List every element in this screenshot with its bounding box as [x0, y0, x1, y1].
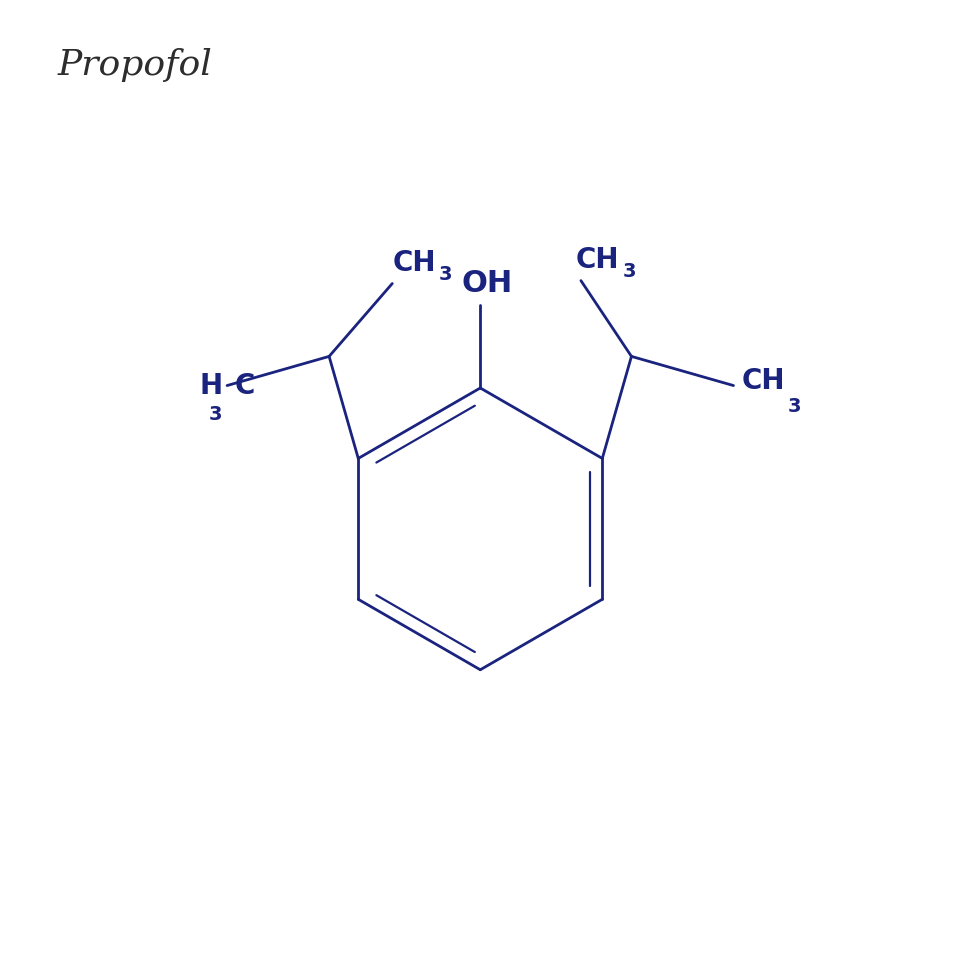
Text: 3: 3 [209, 405, 222, 424]
Text: 3: 3 [622, 262, 636, 280]
Text: 3: 3 [439, 265, 453, 283]
Text: H: H [199, 371, 222, 400]
Text: C: C [235, 371, 255, 400]
Text: CH: CH [741, 367, 785, 395]
Text: Propofol: Propofol [58, 48, 213, 82]
Text: CH: CH [576, 246, 619, 273]
Text: 3: 3 [788, 398, 802, 416]
Text: OH: OH [462, 269, 513, 298]
Text: CH: CH [392, 249, 436, 276]
